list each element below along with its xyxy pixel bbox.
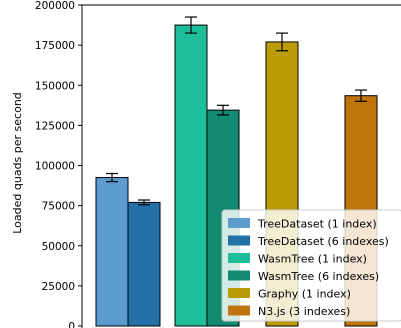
y-axis-label: Loaded quads per second [11, 92, 24, 234]
bar-2 [174, 24, 208, 327]
legend-item-2: WasmTree (1 index) [228, 253, 367, 266]
legend-label-0: TreeDataset (1 index) [257, 218, 377, 231]
legend-label-3: WasmTree (6 indexes) [258, 270, 379, 283]
legend-label-2: WasmTree (1 index) [258, 253, 367, 266]
error-bar-1 [138, 199, 150, 206]
legend: TreeDataset (1 index) TreeDataset (6 inde… [221, 209, 401, 322]
legend-swatch-4 [228, 288, 250, 298]
y-tick-label-1: 25000 [42, 281, 75, 293]
error-bar-4 [276, 32, 288, 52]
error-bar-5 [355, 89, 367, 102]
legend-label-1: TreeDataset (6 indexes) [257, 235, 389, 248]
y-tick-label-3: 75000 [42, 201, 75, 213]
legend-item-4: Graphy (1 index) [228, 288, 351, 301]
error-bar-2 [185, 16, 197, 34]
legend-swatch-5 [228, 305, 250, 316]
y-tick-label-4: 100000 [35, 161, 75, 173]
bar-0 [95, 177, 129, 327]
y-tick-label-2: 50000 [42, 241, 75, 253]
y-tick-label-8: 200000 [35, 0, 75, 12]
legend-item-5: N3.js (3 indexes) [228, 305, 350, 318]
axes-layer: 0 25000 50000 75000 100000 125000 150000 175000… [35, 0, 401, 328]
legend-item-3: WasmTree (6 indexes) [228, 270, 379, 283]
legend-swatch-0 [228, 218, 250, 228]
legend-item-1: TreeDataset (6 indexes) [228, 235, 389, 248]
legend-label-5: N3.js (3 indexes) [258, 305, 350, 318]
legend-swatch-3 [228, 270, 250, 281]
y-tick-label-5: 125000 [35, 120, 75, 132]
bar-1 [127, 201, 161, 327]
error-bar-3 [217, 104, 229, 116]
legend-box [221, 209, 401, 322]
error-bars-layer [106, 16, 367, 206]
y-tick-label-6: 150000 [35, 80, 75, 92]
legend-swatch-2 [228, 253, 250, 263]
legend-label-4: Graphy (1 index) [258, 288, 351, 301]
legend-item-0: TreeDataset (1 index) [228, 218, 377, 231]
y-tick-label-0: 0 [68, 321, 75, 328]
error-bar-0 [106, 172, 118, 183]
legend-swatch-1 [228, 235, 250, 246]
y-tick-label-7: 175000 [35, 40, 75, 52]
